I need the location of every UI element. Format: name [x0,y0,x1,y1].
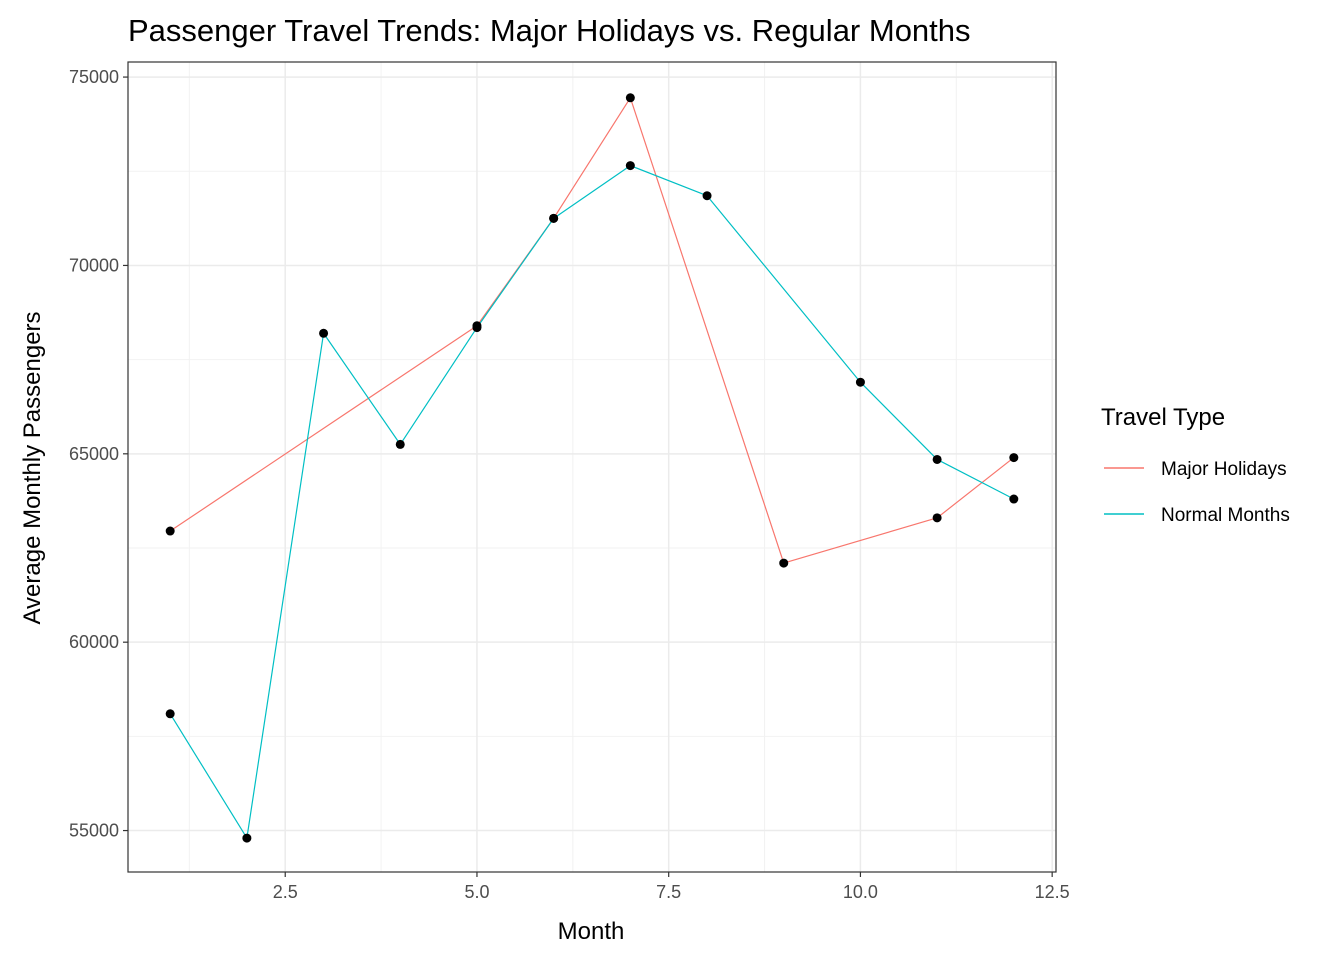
legend: Travel Type Major Holidays Normal Months [1101,404,1290,526]
grid [128,62,1056,872]
data-point [932,454,942,464]
data-point [165,709,175,719]
data-point [625,161,635,171]
legend-title: Travel Type [1101,404,1225,431]
x-tick-label: 10.0 [843,882,878,902]
chart-title: Passenger Travel Trends: Major Holidays … [128,13,971,48]
x-tick-label: 12.5 [1035,882,1070,902]
data-point [702,191,712,201]
legend-entries: Major Holidays Normal Months [1104,459,1290,526]
legend-label: Normal Months [1161,505,1290,526]
y-tick-label: 55000 [69,821,119,841]
panel-border [127,61,1057,873]
data-point [1009,453,1019,463]
data-point [932,513,942,523]
x-tick-label: 2.5 [273,882,298,902]
data-point [779,558,789,568]
data-point [395,439,405,449]
data-point [1009,494,1019,504]
y-tick-label: 65000 [69,444,119,464]
y-tick-label: 75000 [69,67,119,87]
x-axis-title: Month [558,918,625,945]
data-point [625,93,635,103]
y-tick-label: 60000 [69,632,119,652]
y-axis-title: Average Monthly Passengers [19,311,46,624]
y-tick-label: 70000 [69,255,119,275]
data-point [319,328,329,338]
data-point [549,213,559,223]
data-point [242,833,252,843]
data-point [855,377,865,387]
data-points [165,93,1019,843]
legend-label: Major Holidays [1161,459,1287,480]
axes: 2.5 5.0 7.5 10.0 12.5 55000 60000 65000 70000 750… [69,67,1070,902]
x-tick-label: 7.5 [656,882,681,902]
data-point [165,526,175,536]
data-point [472,323,482,333]
x-tick-label: 5.0 [464,882,489,902]
